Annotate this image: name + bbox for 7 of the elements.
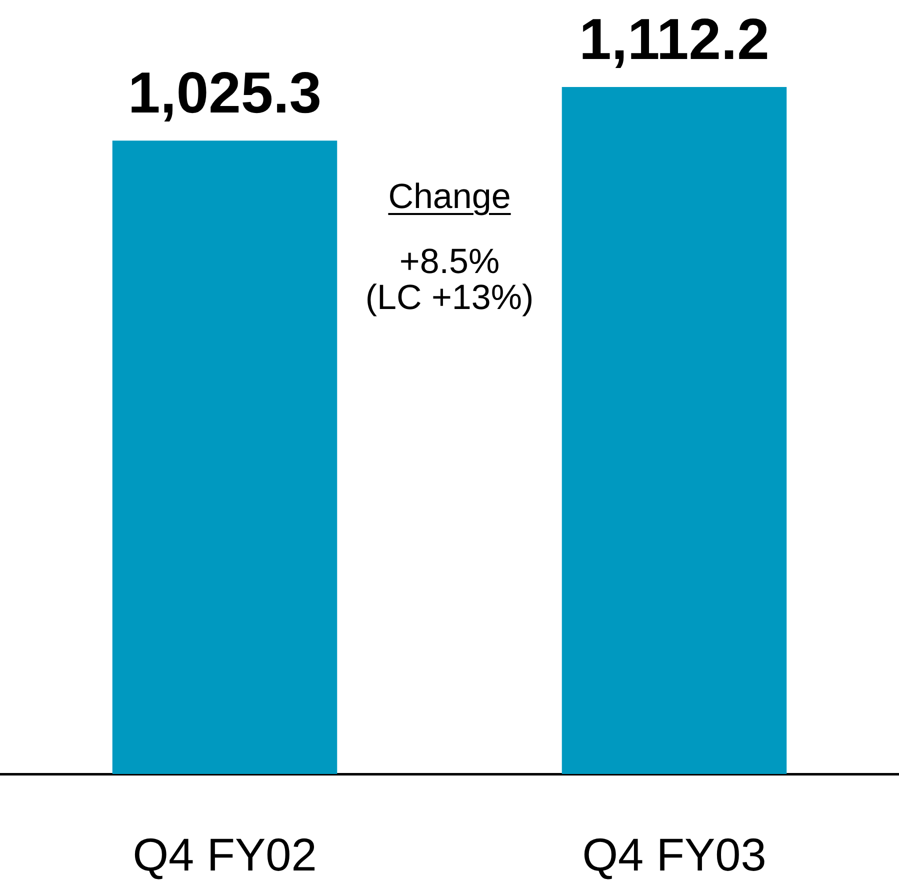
x-tick-label: Q4 FY02 — [132, 828, 317, 880]
annotation: (LC +13%) — [365, 278, 534, 317]
data-label: 1,025.3 — [128, 60, 322, 126]
annotation: Change — [388, 177, 511, 216]
x-tick-label: Q4 FY03 — [582, 828, 766, 880]
data-label: 1,112.2 — [579, 7, 770, 72]
annotation: +8.5% — [399, 242, 500, 281]
